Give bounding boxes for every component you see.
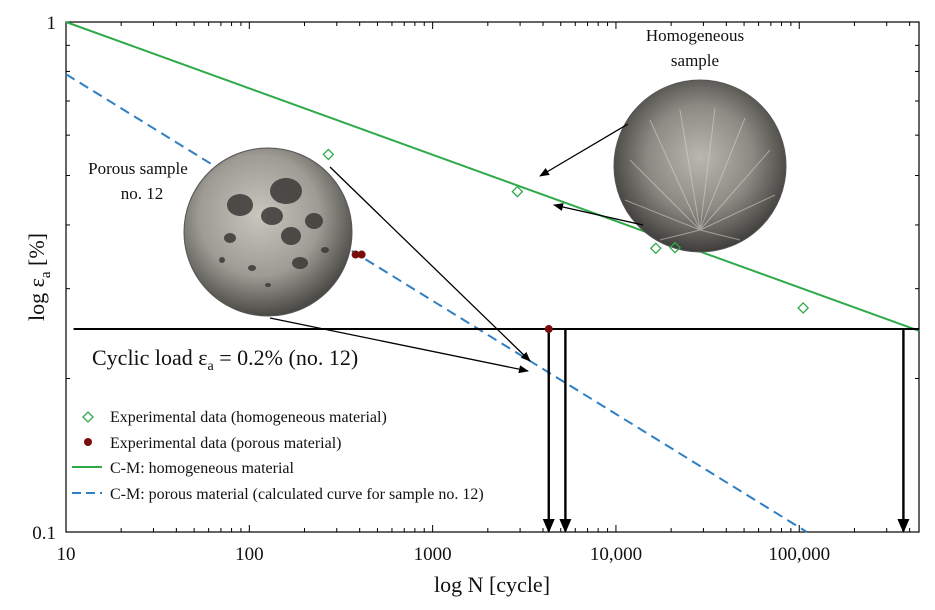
homogeneous-sample-label: Homogeneous <box>646 26 744 45</box>
x-tick-label: 100,000 <box>768 544 830 565</box>
data-points <box>322 148 810 334</box>
x-tick-label: 1000 <box>414 544 452 565</box>
y-axis-title: log εa [%] <box>24 233 54 321</box>
plot-frame <box>65 21 920 533</box>
homogeneous-data-point <box>797 302 810 314</box>
legend-label-homogeneous-fit: C-M: homogeneous material <box>110 460 295 477</box>
homogeneous-fit-line <box>65 21 920 332</box>
legend-swatch-dot <box>84 438 92 446</box>
porous-sample-label: Porous sample <box>88 159 188 178</box>
x-axis-title: log N [cycle] <box>434 572 550 597</box>
x-tick-label: 10 <box>57 544 76 565</box>
porous-data-point <box>351 250 360 259</box>
legend-item-porous-data: Experimental data (porous material) <box>84 435 341 452</box>
porous-data-point <box>357 250 366 259</box>
homogeneous-sample-image <box>613 79 787 253</box>
legend-label-porous-data: Experimental data (porous material) <box>110 435 341 452</box>
legend-label-porous-fit: C-M: porous material (calculated curve f… <box>110 486 484 503</box>
homogeneous-data-point <box>322 148 335 161</box>
homogeneous-sample-label-line2: sample <box>671 51 719 70</box>
legend: Experimental data (homogeneous material)… <box>72 409 484 503</box>
x-tick-label: 100 <box>235 544 264 565</box>
porous-data-point <box>544 325 553 334</box>
legend-item-homogeneous-fit: C-M: homogeneous material <box>72 460 295 477</box>
x-axis-ticks: 10 100 1000 10,000 100,000 <box>57 22 911 565</box>
legend-item-porous-fit: C-M: porous material (calculated curve f… <box>72 486 484 503</box>
porous-sample-label-line2: no. 12 <box>121 184 164 203</box>
cyclic-load-label: Cyclic load εa = 0.2% (no. 12) <box>92 345 358 374</box>
homogeneous-data-point <box>511 185 524 198</box>
porous-sample-image <box>183 147 353 317</box>
homogeneous-data-point <box>669 241 681 254</box>
homogeneous-data-point <box>649 242 662 255</box>
series-lines <box>65 21 920 533</box>
annotation-arrows <box>269 123 644 374</box>
x-tick-label: 10,000 <box>590 544 642 565</box>
legend-label-homogeneous-data: Experimental data (homogeneous material) <box>110 409 387 426</box>
y-tick-label: 1 <box>47 13 57 34</box>
legend-swatch-diamond <box>82 411 94 423</box>
y-tick-label: 0.1 <box>32 523 56 544</box>
legend-item-homogeneous-data: Experimental data (homogeneous material) <box>82 409 387 426</box>
y-axis-ticks: 10.1 <box>32 13 919 544</box>
porous-fit-line <box>65 73 808 533</box>
